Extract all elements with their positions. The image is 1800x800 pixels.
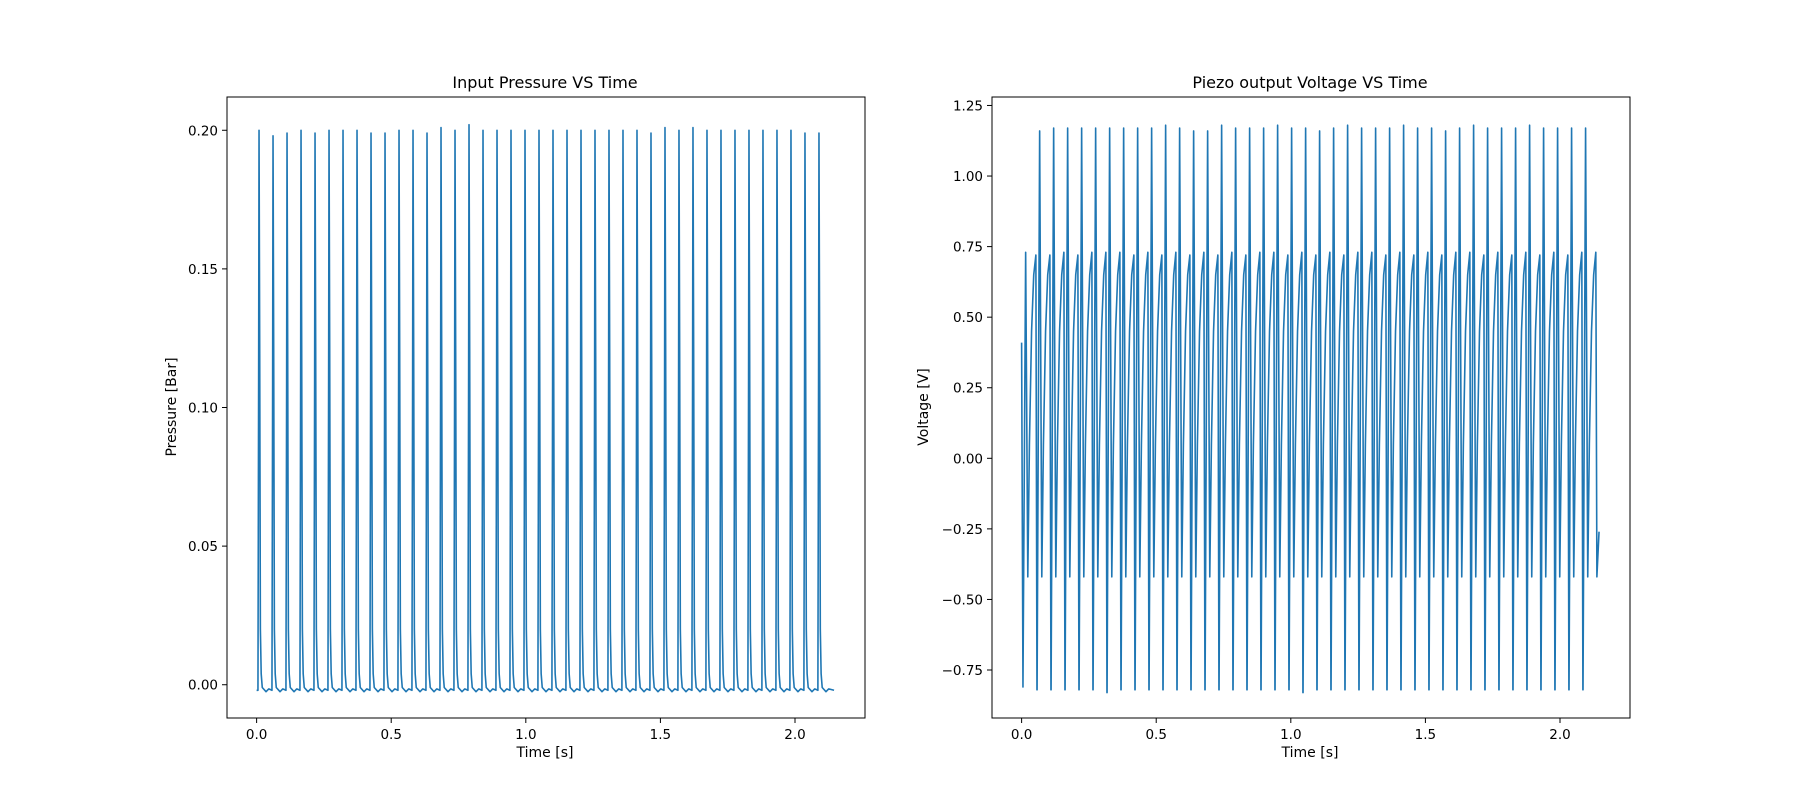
pressure-y-axis-label: Pressure [Bar]	[164, 357, 180, 456]
pressure-x-tick-label: 1.5	[650, 727, 671, 743]
voltage-series-line	[1020, 124, 1600, 694]
voltage-x-tick-label: 1.0	[1280, 727, 1301, 743]
voltage-chart: Piezo output Voltage VS Time 0.0 0.5 1.0 1.…	[916, 73, 1631, 761]
voltage-y-tick-label: 1.00	[953, 169, 983, 185]
pressure-y-tick-label: 0.10	[188, 401, 218, 417]
voltage-y-ticks: −0.75 −0.50 −0.25 0.00 0.25 0.50 0.75 1.00 1.25	[942, 98, 992, 679]
voltage-y-tick-label: 0.00	[953, 451, 983, 467]
pressure-y-ticks: 0.00 0.05 0.10 0.15 0.20	[188, 123, 227, 694]
pressure-y-tick-label: 0.05	[188, 539, 218, 555]
pressure-x-tick-label: 1.0	[515, 727, 536, 743]
pressure-plot-area	[226, 96, 866, 719]
voltage-x-tick-label: 0.5	[1145, 727, 1166, 743]
voltage-y-tick-label: −0.75	[942, 663, 983, 679]
voltage-x-tick-label: 2.0	[1549, 727, 1570, 743]
voltage-x-tick-label: 0.0	[1011, 727, 1032, 743]
pressure-y-tick-label: 0.20	[188, 123, 218, 139]
voltage-y-tick-label: 1.25	[953, 98, 983, 114]
pressure-series-line	[256, 123, 835, 693]
pressure-x-tick-label: 2.0	[784, 727, 805, 743]
pressure-chart: Input Pressure VS Time 0.0 0.5 1.0 1.5 2.0 0…	[164, 73, 866, 761]
pressure-x-tick-label: 0.0	[246, 727, 267, 743]
voltage-y-tick-label: 0.75	[953, 240, 983, 256]
pressure-x-ticks: 0.0 0.5 1.0 1.5 2.0	[246, 718, 806, 743]
voltage-y-tick-label: −0.50	[942, 592, 983, 608]
pressure-y-tick-label: 0.00	[188, 678, 218, 694]
voltage-chart-title: Piezo output Voltage VS Time	[1192, 73, 1427, 92]
voltage-x-ticks: 0.0 0.5 1.0 1.5 2.0	[1011, 718, 1571, 743]
voltage-x-axis-label: Time [s]	[1281, 745, 1339, 761]
pressure-x-tick-label: 0.5	[380, 727, 401, 743]
voltage-y-tick-label: −0.25	[942, 522, 983, 538]
pressure-y-tick-label: 0.15	[188, 262, 218, 278]
voltage-x-tick-label: 1.5	[1415, 727, 1436, 743]
voltage-y-tick-label: 0.25	[953, 381, 983, 397]
voltage-y-axis-label: Voltage [V]	[916, 368, 932, 445]
pressure-chart-title: Input Pressure VS Time	[452, 73, 637, 92]
voltage-plot-area	[991, 96, 1631, 719]
voltage-y-tick-label: 0.50	[953, 310, 983, 326]
pressure-x-axis-label: Time [s]	[516, 745, 574, 761]
